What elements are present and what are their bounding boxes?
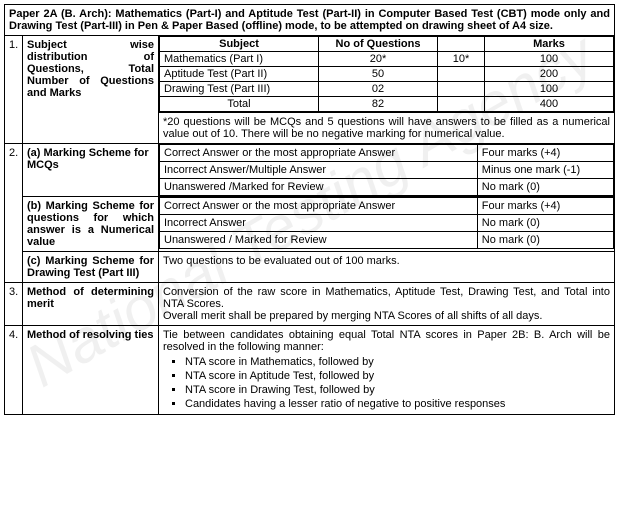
a3l: Unanswered /Marked for Review <box>160 179 478 196</box>
b3l: Unanswered / Marked for Review <box>160 232 478 249</box>
q-total: 82 <box>319 97 438 112</box>
q-math: 20* <box>319 52 438 67</box>
subject-table: Subject No of Questions Marks Mathematic… <box>159 36 614 112</box>
row2b-label: (b) Marking Scheme for questions for whi… <box>23 197 159 252</box>
row2c-label: (c) Marking Scheme for Drawing Test (Par… <box>23 252 159 283</box>
tie-item-4: Candidates having a lesser ratio of nega… <box>185 397 610 411</box>
row2c-text: Two questions to be evaluated out of 100… <box>159 252 615 283</box>
m-apt: 200 <box>485 67 614 82</box>
m-total: 400 <box>485 97 614 112</box>
tie-item-2: NTA score in Aptitude Test, followed by <box>185 369 610 383</box>
a2l: Incorrect Answer/Multiple Answer <box>160 162 478 179</box>
ext-draw <box>438 82 485 97</box>
subj-apt: Aptitude Test (Part II) <box>160 67 319 82</box>
ext-math: 10* <box>438 52 485 67</box>
row1-num: 1. <box>5 36 23 144</box>
q-draw: 02 <box>319 82 438 97</box>
row3-text: Conversion of the raw score in Mathemati… <box>159 283 615 326</box>
subject-table-cell: Subject No of Questions Marks Mathematic… <box>159 36 615 113</box>
row4-text: Tie between candidates obtaining equal T… <box>163 329 610 353</box>
q-apt: 50 <box>319 67 438 82</box>
b2l: Incorrect Answer <box>160 215 478 232</box>
main-table: Paper 2A (B. Arch): Mathematics (Part-I)… <box>4 4 615 415</box>
m-math: 100 <box>485 52 614 67</box>
th-subject: Subject <box>160 37 319 52</box>
paper-header: Paper 2A (B. Arch): Mathematics (Part-I)… <box>5 5 615 36</box>
row2-num: 2. <box>5 144 23 283</box>
m-draw: 100 <box>485 82 614 97</box>
b1r: Four marks (+4) <box>477 198 613 215</box>
subj-math: Mathematics (Part I) <box>160 52 319 67</box>
row3-num: 3. <box>5 283 23 326</box>
row1-label: Subject wise distribution of Questions, … <box>23 36 159 144</box>
row1-footnote: *20 questions will be MCQs and 5 questio… <box>159 113 615 144</box>
marking-b-table: Correct Answer or the most appropriate A… <box>159 197 614 249</box>
row4-cell: Tie between candidates obtaining equal T… <box>159 326 615 415</box>
subj-total: Total <box>160 97 319 112</box>
marking-b-cell: Correct Answer or the most appropriate A… <box>159 197 615 252</box>
marking-a-table: Correct Answer or the most appropriate A… <box>159 144 614 196</box>
tie-item-3: NTA score in Drawing Test, followed by <box>185 383 610 397</box>
row3-label: Method of determining merit <box>23 283 159 326</box>
th-blank <box>438 37 485 52</box>
b3r: No mark (0) <box>477 232 613 249</box>
subj-draw: Drawing Test (Part III) <box>160 82 319 97</box>
tie-list: NTA score in Mathematics, followed by NT… <box>163 355 610 411</box>
ext-apt <box>438 67 485 82</box>
th-marks: Marks <box>485 37 614 52</box>
a1r: Four marks (+4) <box>477 145 613 162</box>
ext-total <box>438 97 485 112</box>
a2r: Minus one mark (-1) <box>477 162 613 179</box>
th-questions: No of Questions <box>319 37 438 52</box>
row4-num: 4. <box>5 326 23 415</box>
marking-a-cell: Correct Answer or the most appropriate A… <box>159 144 615 197</box>
a3r: No mark (0) <box>477 179 613 196</box>
row4-label: Method of resolving ties <box>23 326 159 415</box>
b1l: Correct Answer or the most appropriate A… <box>160 198 478 215</box>
a1l: Correct Answer or the most appropriate A… <box>160 145 478 162</box>
tie-item-1: NTA score in Mathematics, followed by <box>185 355 610 369</box>
b2r: No mark (0) <box>477 215 613 232</box>
row2a-label: (a) Marking Scheme for MCQs <box>23 144 159 197</box>
